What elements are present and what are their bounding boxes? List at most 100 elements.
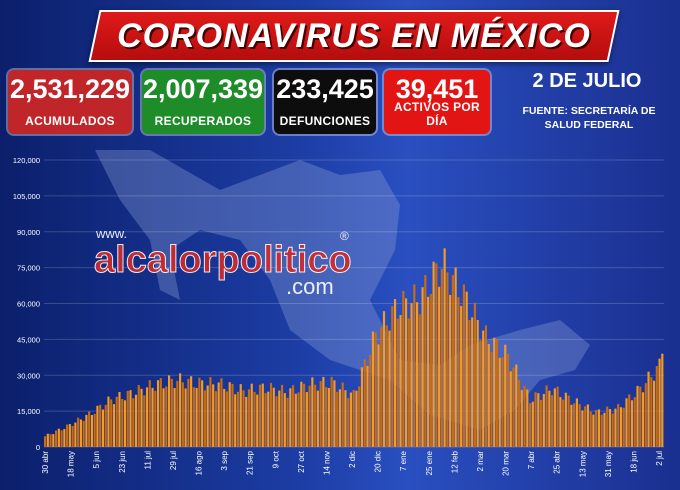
bar xyxy=(490,352,493,447)
bar xyxy=(319,381,322,447)
bar xyxy=(250,383,253,447)
bar xyxy=(570,404,573,447)
x-tick-label: 12 feb xyxy=(450,450,459,473)
bar xyxy=(575,398,578,447)
bar xyxy=(457,297,460,447)
bar xyxy=(55,430,58,447)
bar xyxy=(190,376,193,447)
bar xyxy=(399,315,402,447)
x-tick-label: 20 mar xyxy=(502,451,511,476)
bar xyxy=(644,383,647,447)
bar xyxy=(471,317,474,447)
watermark-name: alcalorpolitico xyxy=(94,239,352,281)
bar xyxy=(603,412,606,447)
bar xyxy=(639,386,642,447)
bar xyxy=(391,306,394,447)
bar xyxy=(68,424,71,447)
bar xyxy=(209,377,212,447)
bar xyxy=(658,358,661,447)
x-tick-label: 20 dic xyxy=(374,451,383,472)
bar xyxy=(44,436,47,447)
bar xyxy=(206,385,209,447)
x-tick-label: 13 may xyxy=(578,451,587,477)
stat-activos-value: 39,451 xyxy=(395,74,479,104)
bar xyxy=(261,383,264,447)
bar xyxy=(239,384,242,447)
bar xyxy=(311,377,314,447)
bar xyxy=(449,294,452,447)
bar xyxy=(140,388,143,447)
bar xyxy=(421,287,424,447)
x-tick-label: 2 dic xyxy=(348,451,357,468)
bar xyxy=(115,396,118,447)
bar xyxy=(184,388,187,447)
bar xyxy=(234,394,237,447)
bar xyxy=(647,371,650,447)
bar xyxy=(523,385,526,447)
bar xyxy=(517,379,521,447)
bar xyxy=(162,388,165,447)
stat-activos: 39,451 ACTIVOS POR DÍA xyxy=(384,70,490,134)
bar xyxy=(154,390,157,447)
bar xyxy=(531,401,534,447)
x-tick-label: 14 nov xyxy=(322,451,331,475)
bar xyxy=(410,303,413,447)
bar xyxy=(617,404,620,447)
bar xyxy=(625,398,628,447)
bar xyxy=(655,366,658,447)
y-tick-label: 0 xyxy=(36,443,40,452)
stat-defunciones: 233,425 DEFUNCIONES xyxy=(274,70,376,134)
bar xyxy=(96,405,99,447)
bar xyxy=(614,408,617,447)
bar xyxy=(476,320,479,447)
bar xyxy=(542,393,545,447)
bar xyxy=(93,413,96,447)
bar xyxy=(360,367,364,447)
bar xyxy=(509,371,512,447)
bar xyxy=(107,396,110,447)
y-tick-label: 90,000 xyxy=(17,228,40,237)
y-tick-label: 45,000 xyxy=(17,335,40,344)
bar xyxy=(192,387,195,447)
bar xyxy=(225,391,229,447)
bar xyxy=(551,395,554,447)
bar xyxy=(118,392,121,447)
bar xyxy=(611,413,614,447)
bar xyxy=(592,414,595,447)
bar xyxy=(586,404,589,447)
bar xyxy=(151,387,154,447)
bar xyxy=(85,414,88,447)
bar xyxy=(292,385,295,447)
x-tick-label: 2 jul xyxy=(655,451,664,466)
bar xyxy=(484,325,488,447)
bar xyxy=(416,302,419,447)
bar xyxy=(562,399,565,447)
bar xyxy=(396,318,399,447)
bar xyxy=(145,387,149,447)
bar xyxy=(88,411,91,447)
x-tick-label: 25 ene xyxy=(425,450,434,475)
bar xyxy=(305,392,308,447)
bar xyxy=(443,248,446,447)
bar xyxy=(380,327,383,447)
bar xyxy=(143,395,146,447)
bar xyxy=(46,433,49,447)
bar xyxy=(253,391,256,447)
x-tick-label: 5 jun xyxy=(92,451,101,468)
bar xyxy=(451,275,454,447)
bar xyxy=(537,393,540,447)
bar xyxy=(294,393,297,447)
bar xyxy=(377,344,380,447)
watermark-registered: ® xyxy=(340,229,349,243)
bar xyxy=(520,390,523,447)
bar xyxy=(112,404,116,447)
bar xyxy=(170,378,173,447)
stat-defunciones-value: 233,425 xyxy=(276,74,374,104)
bar xyxy=(236,391,240,447)
watermark-domain: .com xyxy=(286,274,334,299)
bar xyxy=(159,378,162,447)
bar xyxy=(385,325,388,447)
bar xyxy=(176,380,179,447)
bar xyxy=(49,434,52,447)
y-tick-label: 105,000 xyxy=(13,192,40,201)
